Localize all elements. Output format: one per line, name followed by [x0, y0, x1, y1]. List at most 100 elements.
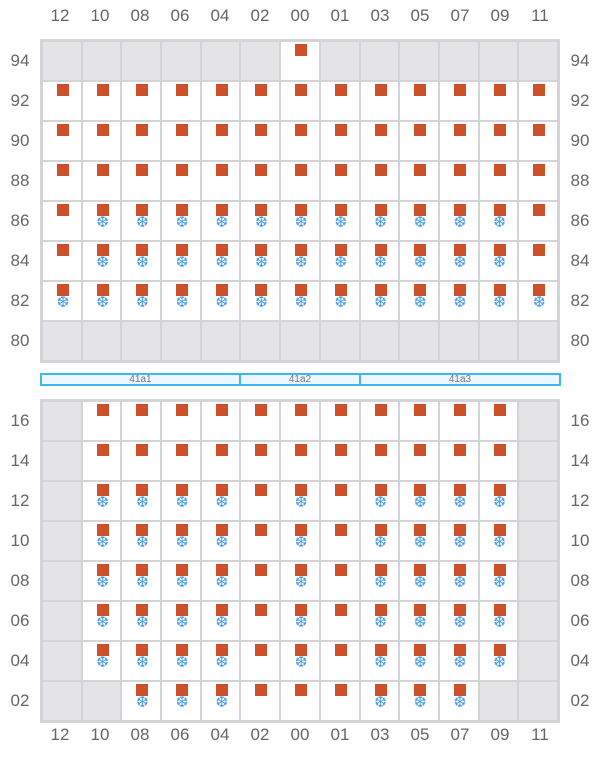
bay-cell-84-11[interactable]	[518, 241, 558, 281]
bay-cell-10-05[interactable]: ❆	[399, 521, 439, 561]
bay-cell-92-08[interactable]	[121, 81, 162, 121]
bay-cell-88-05[interactable]	[399, 161, 439, 201]
bay-cell-92-10[interactable]	[81, 81, 122, 121]
bay-cell-92-09[interactable]	[478, 81, 519, 121]
bay-cell-90-08[interactable]	[121, 121, 162, 161]
bay-cell-86-06[interactable]: ❆	[161, 201, 201, 241]
section-41a2[interactable]: 41a2	[239, 373, 361, 386]
bay-cell-04-05[interactable]: ❆	[399, 641, 439, 681]
bay-cell-92-05[interactable]	[399, 81, 439, 121]
bay-cell-06-11[interactable]	[518, 601, 558, 641]
bay-cell-14-05[interactable]	[399, 441, 439, 481]
bay-cell-94-06[interactable]	[161, 41, 201, 81]
bay-cell-10-06[interactable]: ❆	[161, 521, 201, 561]
bay-cell-80-10[interactable]	[81, 321, 122, 361]
bay-cell-88-00[interactable]	[280, 161, 320, 201]
bay-cell-08-09[interactable]: ❆	[478, 561, 519, 601]
bay-cell-14-04[interactable]	[200, 441, 241, 481]
bay-cell-80-02[interactable]	[240, 321, 281, 361]
bay-cell-86-00[interactable]: ❆	[280, 201, 320, 241]
bay-cell-10-08[interactable]: ❆	[121, 521, 162, 561]
bay-cell-12-08[interactable]: ❆	[121, 481, 162, 521]
bay-cell-90-07[interactable]	[438, 121, 479, 161]
bay-cell-04-01[interactable]	[319, 641, 360, 681]
bay-cell-04-02[interactable]	[240, 641, 281, 681]
bay-cell-80-07[interactable]	[438, 321, 479, 361]
bay-cell-84-01[interactable]: ❆	[319, 241, 360, 281]
bay-cell-14-00[interactable]	[280, 441, 320, 481]
bay-cell-06-10[interactable]: ❆	[81, 601, 122, 641]
bay-cell-10-04[interactable]: ❆	[200, 521, 241, 561]
bay-cell-88-04[interactable]	[200, 161, 241, 201]
bay-cell-82-12[interactable]: ❆	[42, 281, 82, 321]
bay-cell-06-09[interactable]: ❆	[478, 601, 519, 641]
bay-cell-08-01[interactable]	[319, 561, 360, 601]
bay-cell-12-03[interactable]: ❆	[359, 481, 400, 521]
bay-cell-10-10[interactable]: ❆	[81, 521, 122, 561]
bay-cell-02-10[interactable]	[81, 681, 122, 721]
bay-cell-90-05[interactable]	[399, 121, 439, 161]
bay-cell-16-08[interactable]	[121, 401, 162, 441]
bay-cell-90-00[interactable]	[280, 121, 320, 161]
bay-cell-82-01[interactable]: ❆	[319, 281, 360, 321]
bay-cell-84-07[interactable]: ❆	[438, 241, 479, 281]
bay-cell-84-10[interactable]: ❆	[81, 241, 122, 281]
bay-cell-06-07[interactable]: ❆	[438, 601, 479, 641]
bay-cell-84-03[interactable]: ❆	[359, 241, 400, 281]
bay-cell-90-11[interactable]	[518, 121, 558, 161]
bay-cell-84-05[interactable]: ❆	[399, 241, 439, 281]
bay-cell-10-03[interactable]: ❆	[359, 521, 400, 561]
section-41a1[interactable]: 41a1	[40, 373, 241, 386]
bay-cell-82-11[interactable]: ❆	[518, 281, 558, 321]
bay-cell-10-02[interactable]	[240, 521, 281, 561]
bay-cell-12-05[interactable]: ❆	[399, 481, 439, 521]
bay-cell-16-10[interactable]	[81, 401, 122, 441]
bay-cell-02-09[interactable]	[478, 681, 519, 721]
bay-cell-12-04[interactable]: ❆	[200, 481, 241, 521]
bay-cell-06-08[interactable]: ❆	[121, 601, 162, 641]
bay-cell-82-05[interactable]: ❆	[399, 281, 439, 321]
bay-cell-14-08[interactable]	[121, 441, 162, 481]
bay-cell-86-01[interactable]: ❆	[319, 201, 360, 241]
bay-cell-02-05[interactable]: ❆	[399, 681, 439, 721]
bay-cell-86-04[interactable]: ❆	[200, 201, 241, 241]
bay-cell-12-01[interactable]	[319, 481, 360, 521]
bay-cell-04-03[interactable]: ❆	[359, 641, 400, 681]
bay-cell-04-06[interactable]: ❆	[161, 641, 201, 681]
bay-cell-04-12[interactable]	[42, 641, 82, 681]
bay-cell-08-06[interactable]: ❆	[161, 561, 201, 601]
bay-cell-88-02[interactable]	[240, 161, 281, 201]
bay-cell-08-11[interactable]	[518, 561, 558, 601]
bay-cell-88-09[interactable]	[478, 161, 519, 201]
bay-cell-88-03[interactable]	[359, 161, 400, 201]
bay-cell-94-03[interactable]	[359, 41, 400, 81]
bay-cell-94-00[interactable]	[280, 41, 320, 81]
bay-cell-02-03[interactable]: ❆	[359, 681, 400, 721]
bay-cell-84-12[interactable]	[42, 241, 82, 281]
bay-cell-16-09[interactable]	[478, 401, 519, 441]
bay-cell-06-02[interactable]	[240, 601, 281, 641]
bay-cell-88-11[interactable]	[518, 161, 558, 201]
bay-cell-92-01[interactable]	[319, 81, 360, 121]
bay-cell-86-08[interactable]: ❆	[121, 201, 162, 241]
bay-cell-10-09[interactable]: ❆	[478, 521, 519, 561]
bay-cell-90-06[interactable]	[161, 121, 201, 161]
bay-cell-80-05[interactable]	[399, 321, 439, 361]
bay-cell-12-10[interactable]: ❆	[81, 481, 122, 521]
bay-cell-90-09[interactable]	[478, 121, 519, 161]
bay-cell-04-04[interactable]: ❆	[200, 641, 241, 681]
bay-cell-02-01[interactable]	[319, 681, 360, 721]
bay-cell-88-01[interactable]	[319, 161, 360, 201]
bay-cell-88-06[interactable]	[161, 161, 201, 201]
bay-cell-84-06[interactable]: ❆	[161, 241, 201, 281]
bay-cell-02-07[interactable]: ❆	[438, 681, 479, 721]
bay-cell-02-04[interactable]: ❆	[200, 681, 241, 721]
bay-cell-94-02[interactable]	[240, 41, 281, 81]
bay-cell-80-11[interactable]	[518, 321, 558, 361]
bay-cell-14-02[interactable]	[240, 441, 281, 481]
bay-cell-02-11[interactable]	[518, 681, 558, 721]
bay-cell-16-00[interactable]	[280, 401, 320, 441]
bay-cell-80-04[interactable]	[200, 321, 241, 361]
bay-cell-88-08[interactable]	[121, 161, 162, 201]
bay-cell-82-04[interactable]: ❆	[200, 281, 241, 321]
